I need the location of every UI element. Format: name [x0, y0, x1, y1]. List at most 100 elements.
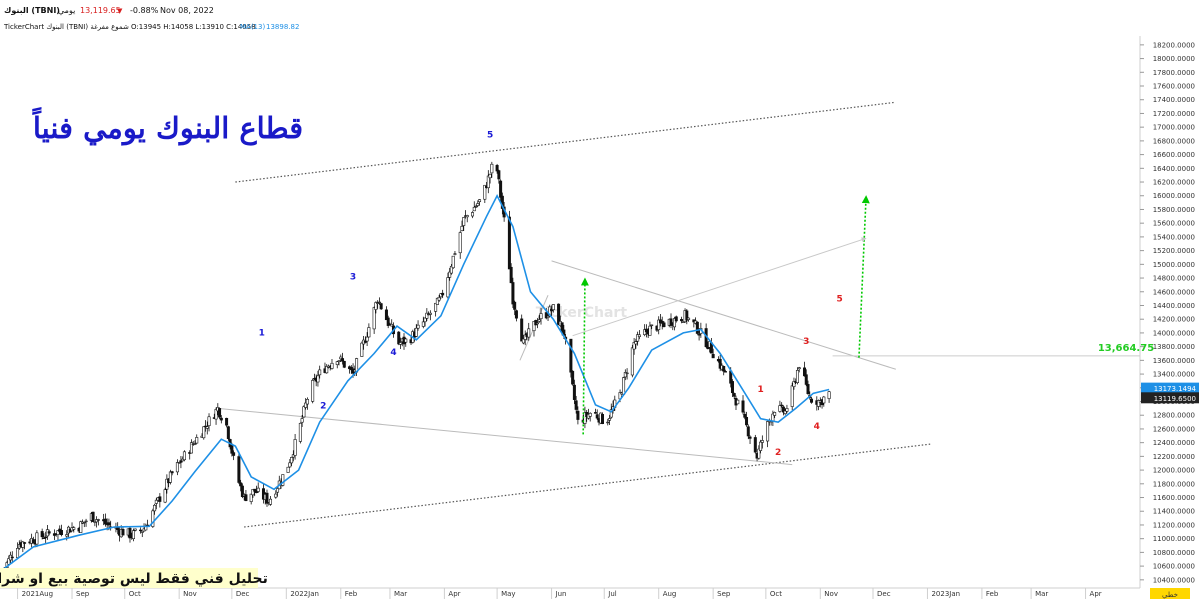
- symbol-label: البنوك (TBNI): [4, 6, 60, 15]
- candle-body: [472, 206, 476, 212]
- x-tick-label: Nov: [183, 590, 197, 598]
- y-tick-label: 16200.0000: [1153, 179, 1195, 187]
- candle-body: [304, 402, 308, 408]
- candle-body: [781, 406, 785, 413]
- trendline[interactable]: [551, 260, 896, 370]
- candle-body: [560, 322, 564, 332]
- y-tick-label: 13400.0000: [1153, 371, 1195, 379]
- candle-body: [471, 212, 475, 217]
- candle-body: [377, 301, 381, 304]
- price-axis-panel: [1140, 36, 1200, 599]
- corner-badge[interactable]: [1150, 588, 1190, 599]
- candle-body: [330, 362, 334, 369]
- candle-body: [240, 485, 244, 497]
- trendline[interactable]: [235, 101, 895, 183]
- candle-body: [337, 360, 341, 362]
- candle-body: [218, 408, 222, 418]
- y-tick-label: 11800.0000: [1153, 480, 1195, 488]
- chart-subheader: TickerChart البنوك (TBNI) شموع مفرغة O:1…: [0, 20, 1200, 36]
- candle-body: [291, 454, 295, 458]
- candle-body: [507, 216, 511, 270]
- ma-label: MA(13): [240, 23, 266, 31]
- candle-body: [783, 410, 787, 414]
- projection-arrow[interactable]: [580, 277, 589, 435]
- candle-body: [107, 522, 111, 526]
- candle-body: [576, 410, 580, 420]
- candle-body: [546, 315, 550, 318]
- candle-body: [121, 528, 125, 536]
- chart-type-label[interactable]: خطي: [1162, 591, 1178, 599]
- trendline[interactable]: [244, 443, 932, 528]
- candle-body: [95, 519, 99, 523]
- candle-body: [139, 529, 143, 532]
- candle-body: [182, 451, 186, 461]
- candle-body: [792, 381, 796, 387]
- x-tick-label: Jul: [607, 590, 617, 598]
- x-tick-label: 2022Jan: [290, 590, 319, 598]
- candle-body: [711, 354, 715, 359]
- y-tick-label: 15200.0000: [1153, 247, 1195, 255]
- candle-body: [219, 417, 223, 421]
- candle-body: [790, 385, 794, 407]
- y-tick-label: 13800.0000: [1153, 343, 1195, 351]
- x-tick-label: 2023Jan: [931, 590, 960, 598]
- candle-body: [59, 530, 63, 536]
- candle-body: [421, 321, 425, 327]
- candle-body: [681, 321, 685, 323]
- candle-body: [448, 271, 452, 278]
- candle-body: [571, 370, 575, 385]
- y-tick-label: 16400.0000: [1153, 165, 1195, 173]
- candle-body: [748, 436, 752, 439]
- candle-body: [695, 321, 699, 334]
- candle-body: [47, 531, 51, 534]
- candle-body: [40, 531, 44, 538]
- candle-body: [31, 539, 35, 544]
- candle-body: [650, 324, 654, 326]
- candle-body: [593, 412, 597, 414]
- candle-body: [544, 312, 548, 319]
- moving-average-line[interactable]: [0, 193, 830, 573]
- candle-body: [609, 409, 613, 418]
- candle-body: [636, 334, 640, 342]
- candle-body: [168, 471, 172, 483]
- candle-body: [341, 358, 345, 362]
- candle-body: [757, 448, 761, 459]
- wave-label: 4: [814, 422, 820, 432]
- candle-body: [802, 367, 806, 377]
- candle-body: [82, 521, 86, 524]
- x-tick-label: Aug: [663, 590, 677, 598]
- candle-body: [766, 421, 770, 442]
- y-tick-label: 10600.0000: [1153, 563, 1195, 571]
- projection-arrow[interactable]: [858, 195, 870, 358]
- candle-body: [810, 398, 814, 403]
- candle-body: [514, 310, 518, 319]
- y-tick-label: 14400.0000: [1153, 302, 1195, 310]
- projection-arrow[interactable]: [572, 237, 867, 337]
- candle-body: [488, 173, 492, 179]
- candle-body: [195, 437, 199, 444]
- y-tick-label: 15000.0000: [1153, 261, 1195, 269]
- candle-body: [42, 537, 46, 539]
- disclaimer-box: [0, 568, 258, 588]
- y-tick-label: 17400.0000: [1153, 96, 1195, 104]
- candle-body: [606, 421, 610, 424]
- candle-body: [225, 417, 229, 426]
- down-triangle-icon: ▼: [117, 7, 123, 15]
- candle-body: [687, 317, 691, 320]
- y-tick-label: 11400.0000: [1153, 508, 1195, 516]
- ma-value: 13898.82: [266, 23, 300, 31]
- candle-body: [490, 163, 494, 174]
- candle-body: [23, 542, 27, 544]
- candle-body: [251, 489, 255, 496]
- candle-body: [316, 375, 320, 383]
- candle-body: [72, 527, 76, 530]
- candle-body: [177, 462, 181, 464]
- candle-body: [249, 493, 253, 502]
- last-value-text: 13119.6500: [1154, 395, 1196, 403]
- trendline[interactable]: [217, 407, 793, 466]
- y-tick-label: 11200.0000: [1153, 521, 1195, 529]
- y-tick-label: 11600.0000: [1153, 494, 1195, 502]
- candle-body: [643, 329, 647, 335]
- candle-body: [539, 313, 543, 320]
